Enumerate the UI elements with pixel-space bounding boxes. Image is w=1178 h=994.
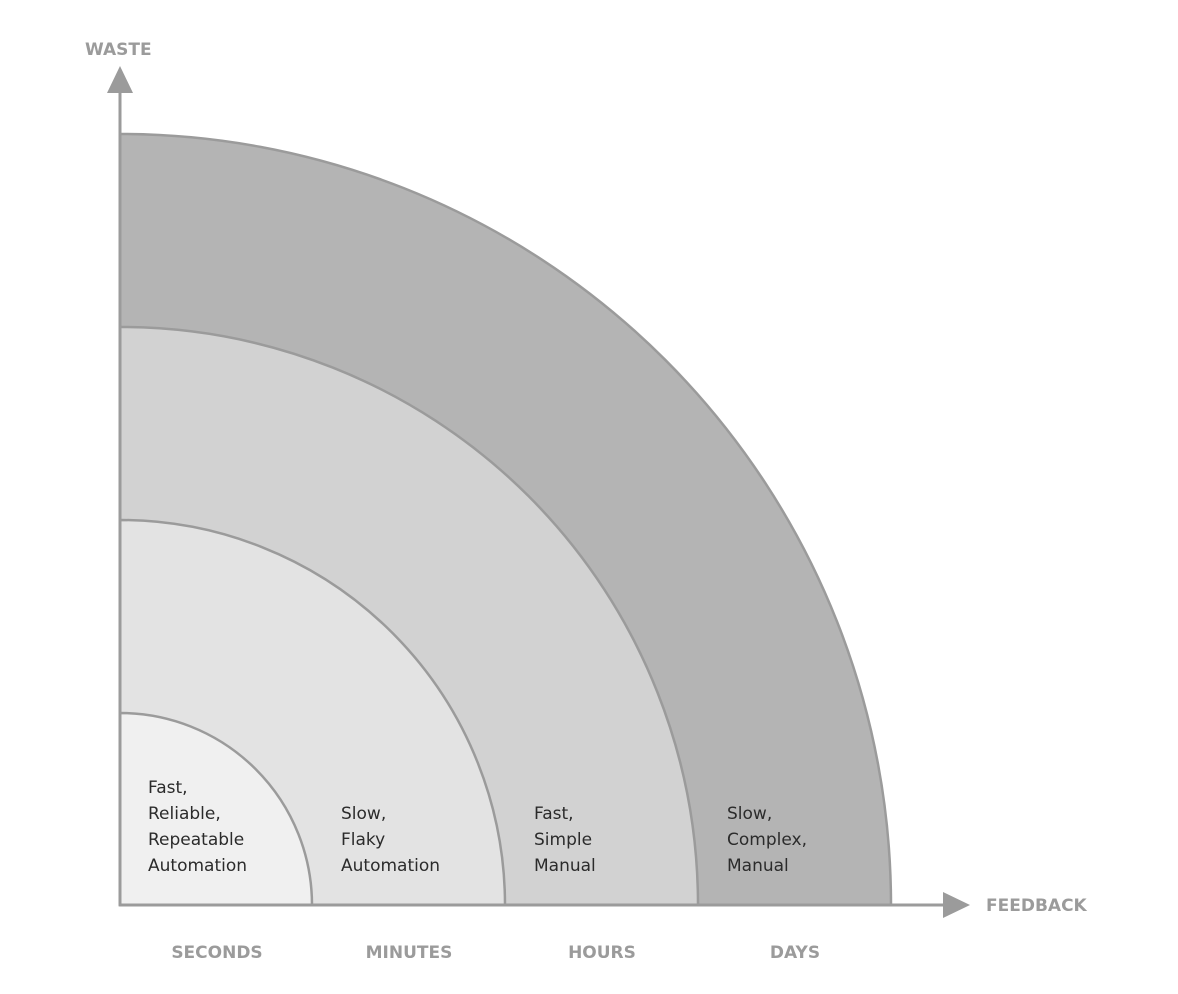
- time-label-hours: HOURS: [568, 943, 636, 963]
- band-label-line: Manual: [534, 856, 596, 876]
- time-label-days: DAYS: [770, 943, 820, 963]
- band-label-line: Flaky: [341, 830, 385, 850]
- band-label-line: Slow,: [727, 804, 772, 824]
- band-label-line: Manual: [727, 856, 789, 876]
- y-axis-arrow-icon: [107, 66, 133, 93]
- band-label-line: Fast,: [534, 804, 574, 824]
- time-label-seconds: SECONDS: [171, 943, 262, 963]
- band-label-minutes: Slow, Flaky Automation: [341, 804, 440, 876]
- band-label-days: Slow, Complex, Manual: [727, 804, 807, 876]
- x-axis-arrow-icon: [943, 892, 970, 918]
- band-label-hours: Fast, Simple Manual: [534, 804, 596, 876]
- band-label-line: Complex,: [727, 830, 807, 850]
- band-label-seconds: Fast, Reliable, Repeatable Automation: [148, 778, 247, 876]
- band-label-line: Reliable,: [148, 804, 221, 824]
- band-seconds-area: [118, 711, 314, 907]
- band-label-line: Simple: [534, 830, 592, 850]
- band-label-line: Automation: [341, 856, 440, 876]
- time-label-minutes: MINUTES: [366, 943, 453, 963]
- band-label-line: Slow,: [341, 804, 386, 824]
- band-label-line: Automation: [148, 856, 247, 876]
- band-label-line: Fast,: [148, 778, 188, 798]
- x-axis-title: FEEDBACK: [986, 896, 1088, 916]
- y-axis-title: WASTE: [85, 40, 152, 60]
- band-label-line: Repeatable: [148, 830, 244, 850]
